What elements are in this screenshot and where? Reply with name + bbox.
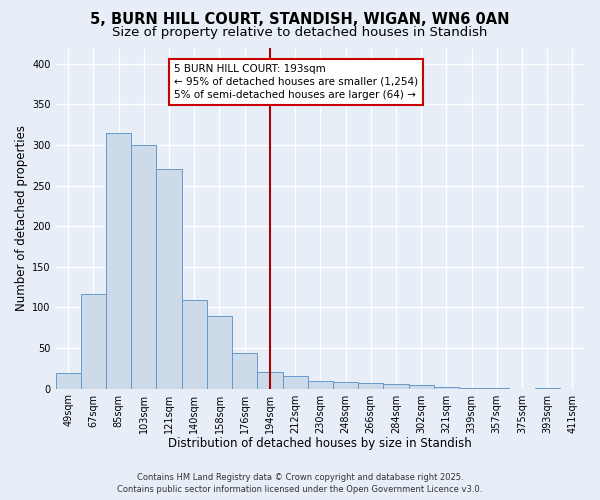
Bar	[81, 294, 106, 388]
Bar	[232, 353, 257, 388]
Bar	[56, 373, 81, 388]
X-axis label: Distribution of detached houses by size in Standish: Distribution of detached houses by size …	[169, 437, 472, 450]
Text: Size of property relative to detached houses in Standish: Size of property relative to detached ho…	[112, 26, 488, 39]
Bar	[182, 300, 207, 388]
Bar	[106, 133, 131, 388]
Bar	[283, 376, 308, 388]
Text: 5, BURN HILL COURT, STANDISH, WIGAN, WN6 0AN: 5, BURN HILL COURT, STANDISH, WIGAN, WN6…	[90, 12, 510, 28]
Bar	[131, 145, 157, 388]
Bar	[358, 383, 383, 388]
Bar	[434, 387, 459, 388]
Text: 5 BURN HILL COURT: 193sqm
← 95% of detached houses are smaller (1,254)
5% of sem: 5 BURN HILL COURT: 193sqm ← 95% of detac…	[174, 64, 418, 100]
Bar	[308, 382, 333, 388]
Bar	[157, 170, 182, 388]
Bar	[333, 382, 358, 388]
Bar	[257, 372, 283, 388]
Text: Contains HM Land Registry data © Crown copyright and database right 2025.
Contai: Contains HM Land Registry data © Crown c…	[118, 472, 482, 494]
Bar	[383, 384, 409, 388]
Y-axis label: Number of detached properties: Number of detached properties	[15, 125, 28, 311]
Bar	[409, 384, 434, 388]
Bar	[207, 316, 232, 388]
